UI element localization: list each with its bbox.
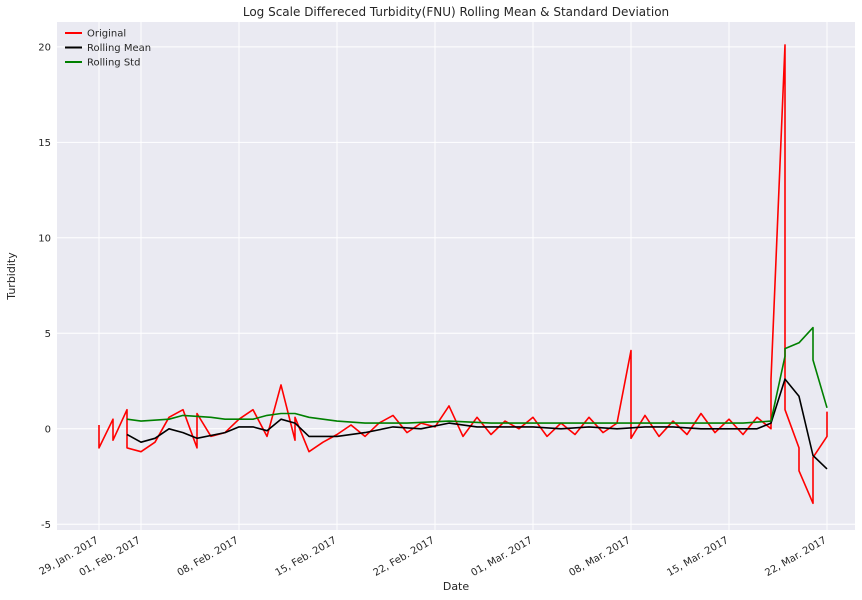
series-layer	[98, 44, 828, 505]
y-tick-label: 15	[38, 138, 51, 149]
series-line-rolling-std	[126, 326, 828, 424]
legend-label: Rolling Std	[87, 58, 140, 69]
y-tick-label: -5	[41, 520, 51, 531]
plot-area	[57, 22, 855, 530]
legend-label: Original	[87, 29, 126, 40]
y-axis: -5 0 5 10 15 20	[38, 42, 51, 530]
x-axis-label: Date	[443, 580, 470, 593]
series-line-rolling-mean	[126, 378, 828, 470]
y-axis-label: Turbidity	[5, 252, 18, 301]
y-tick-label: 10	[38, 233, 51, 244]
series-line-original	[98, 44, 828, 505]
legend-label: Rolling Mean	[87, 43, 151, 54]
y-tick-label: 0	[45, 424, 51, 435]
y-tick-label: 20	[38, 42, 51, 53]
grid	[57, 22, 855, 530]
chart-title: Log Scale Differeced Turbidity(FNU) Roll…	[243, 5, 669, 19]
legend: Original Rolling Mean Rolling Std	[65, 29, 151, 69]
y-tick-label: 5	[45, 329, 51, 340]
